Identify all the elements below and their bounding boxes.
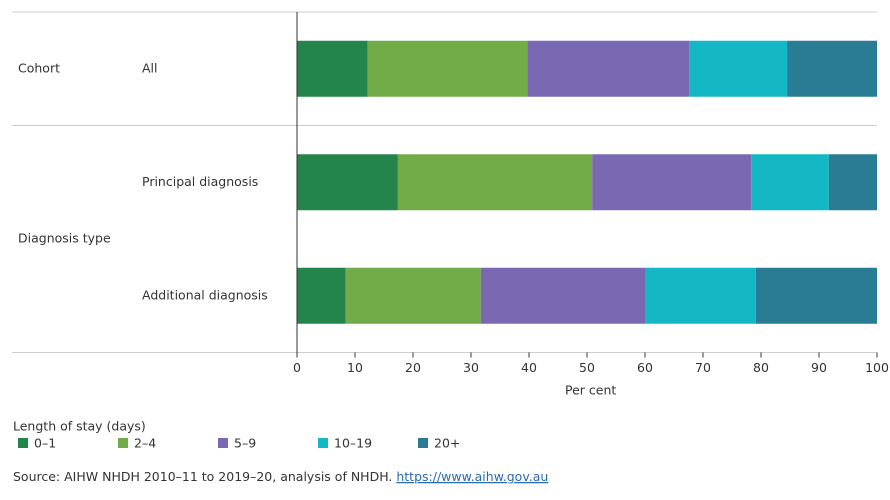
x-tick-label: 10	[347, 360, 363, 375]
category-label: Additional diagnosis	[142, 287, 268, 302]
x-tick-label: 20	[405, 360, 421, 375]
x-tick-label: 0	[293, 360, 301, 375]
source: Source: AIHW NHDH 2010–11 to 2019–20, an…	[13, 469, 548, 484]
bar-segment	[751, 154, 829, 211]
bar-segment	[645, 267, 756, 324]
x-axis-title: Per cent	[565, 383, 616, 398]
legend-label: 20+	[434, 436, 460, 451]
bar-segment	[480, 267, 645, 324]
bar-segment	[755, 267, 877, 324]
category-label: All	[142, 60, 158, 75]
legend-label: 0–1	[34, 436, 56, 451]
bar-segment	[527, 40, 690, 97]
source-link[interactable]: https://www.aihw.gov.au	[396, 469, 548, 484]
bar-segment	[828, 154, 877, 211]
legend-swatch	[18, 438, 28, 448]
bar-segment	[397, 154, 593, 211]
legend-swatch	[118, 438, 128, 448]
group-label: Diagnosis type	[18, 231, 111, 246]
group-label: Cohort	[18, 60, 60, 75]
x-tick-label: 100	[865, 360, 889, 375]
legend-swatch	[318, 438, 328, 448]
bar-segment	[689, 40, 788, 97]
bar-segment	[297, 154, 398, 211]
x-tick-label: 50	[579, 360, 595, 375]
legend-swatch	[418, 438, 428, 448]
x-tick-label: 90	[811, 360, 827, 375]
bar-segment	[787, 40, 877, 97]
source-text: Source: AIHW NHDH 2010–11 to 2019–20, an…	[13, 469, 392, 484]
legend-title: Length of stay (days)	[13, 419, 146, 434]
x-tick-label: 60	[637, 360, 653, 375]
bar-segment	[345, 267, 481, 324]
bar-segment	[297, 267, 346, 324]
legend-label: 5–9	[234, 436, 256, 451]
x-tick-label: 30	[463, 360, 479, 375]
x-tick-label: 40	[521, 360, 537, 375]
x-tick-label: 70	[695, 360, 711, 375]
x-tick-label: 80	[753, 360, 769, 375]
category-label: Principal diagnosis	[142, 174, 258, 189]
bar-segment	[297, 40, 368, 97]
legend-swatch	[218, 438, 228, 448]
bar-segment	[592, 154, 752, 211]
legend-label: 2–4	[134, 436, 156, 451]
legend-label: 10–19	[334, 436, 372, 451]
bar-segment	[367, 40, 528, 97]
